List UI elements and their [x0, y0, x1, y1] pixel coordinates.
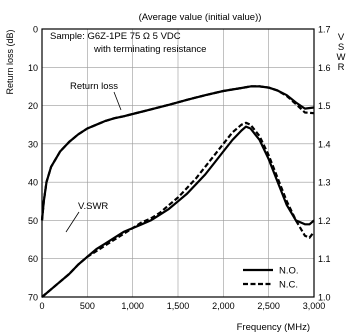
- return-loss-curve-label: Return loss: [70, 81, 118, 92]
- series-return-loss-nc: [40, 85, 315, 221]
- y-left-tick-label: 60: [28, 254, 38, 264]
- y-right-tick-labels: 1.7 1.6 1.5 1.4 1.3 1.2 1.1 1.0: [318, 25, 331, 303]
- y-left-tick-label: 20: [28, 101, 38, 111]
- curves: [40, 85, 315, 298]
- y-right-tick-label: 1.7: [318, 25, 331, 35]
- x-axis-label: Frequency (MHz): [237, 322, 310, 333]
- y-right-tick-label: 1.1: [318, 254, 331, 264]
- legend-label: N.O.: [279, 266, 299, 277]
- y-right-tick-label: 1.5: [318, 101, 331, 111]
- y-right-label-letter: W: [337, 52, 346, 63]
- return-loss-pointer: [113, 91, 122, 111]
- y-left-tick-label: 40: [28, 178, 38, 188]
- x-tick-label: 3,000: [303, 301, 326, 311]
- sample-annotation-line-2: with terminating resistance: [93, 44, 206, 55]
- y-right-tick-label: 1.0: [318, 293, 331, 303]
- x-tick-label: 0: [39, 301, 44, 311]
- y-right-tick-label: 1.2: [318, 216, 331, 226]
- x-tick-label: 1,500: [167, 301, 190, 311]
- plot-frame: [41, 28, 315, 298]
- y-left-tick-label: 50: [28, 216, 38, 226]
- vswr-pointer: [65, 211, 80, 233]
- header-note: (Average value (initial value)): [139, 12, 262, 23]
- y-left-tick-label: 30: [28, 139, 38, 149]
- x-tick-label: 500: [80, 301, 95, 311]
- curve-labels: Return loss V.SWR: [65, 81, 122, 233]
- vswr-curve-label: V.SWR: [78, 201, 108, 212]
- y-left-tick-label: 0: [33, 25, 38, 35]
- y-axis-left-label: Return loss (dB): [5, 29, 15, 94]
- y-right-tick-label: 1.6: [318, 63, 331, 73]
- x-tick-label: 2,500: [257, 301, 280, 311]
- grid-lines: [42, 29, 314, 297]
- y-left-tick-label: 10: [28, 63, 38, 73]
- x-tick-labels: 0 500 1,000 1,500 2,000 2,500 3,000: [39, 301, 325, 311]
- x-tick-label: 1,000: [121, 301, 144, 311]
- sample-annotation-line-1: Sample: G6Z-1PE 75 Ω 5 VDC: [50, 31, 181, 42]
- y-right-label-letter: R: [338, 62, 345, 73]
- series-vswr-nc: [41, 121, 315, 298]
- x-tick-label: 2,000: [212, 301, 235, 311]
- y-right-tick-label: 1.3: [318, 178, 331, 188]
- y-left-tick-label: 70: [28, 293, 38, 303]
- y-right-label-letter: V: [338, 32, 345, 43]
- legend: N.O. N.C.: [243, 266, 299, 291]
- y-right-label-letter: S: [338, 42, 344, 53]
- y-left-tick-labels: 0 10 20 30 40 50 60 70: [28, 25, 38, 303]
- y-right-tick-label: 1.4: [318, 139, 331, 149]
- legend-label: N.C.: [279, 280, 298, 291]
